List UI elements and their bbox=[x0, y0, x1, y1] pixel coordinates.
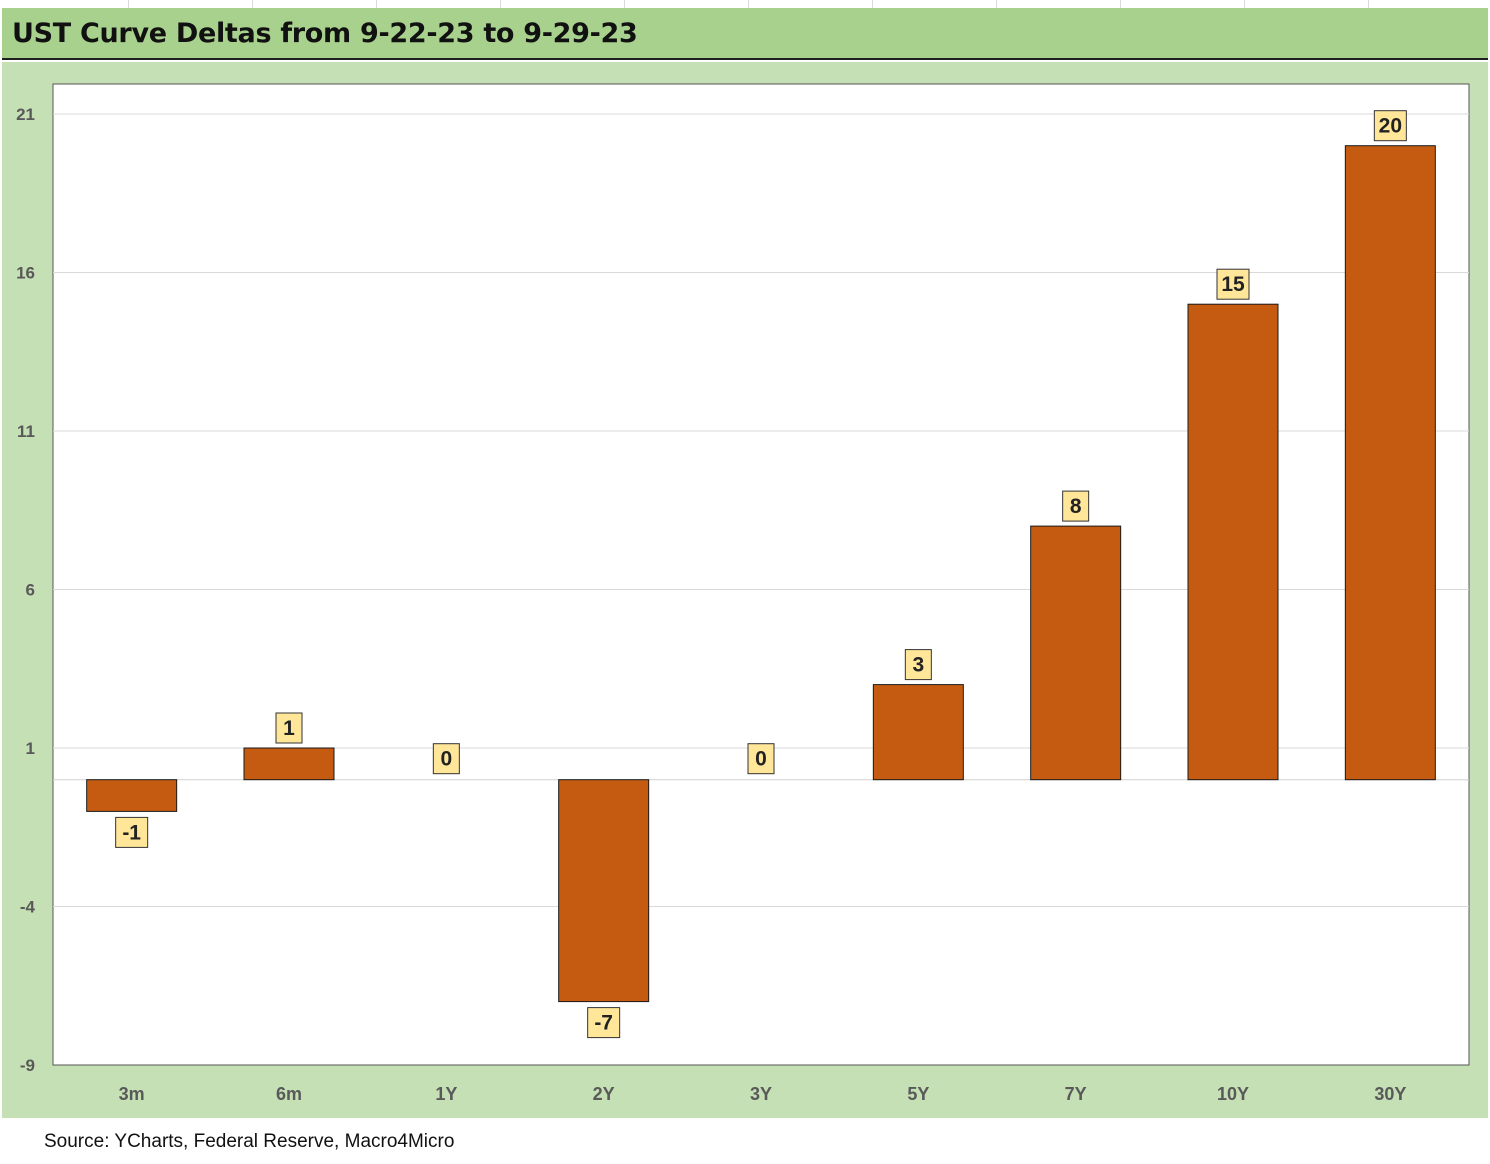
data-label-box bbox=[747, 743, 775, 775]
spreadsheet-grid-strip bbox=[0, 0, 1490, 8]
bar bbox=[243, 747, 335, 781]
title-bar: UST Curve Deltas from 9-22-23 to 9-29-23 bbox=[2, 8, 1488, 60]
sheet-column-line bbox=[252, 0, 253, 8]
data-label-box bbox=[1373, 110, 1407, 142]
sheet-column-line bbox=[1368, 0, 1369, 8]
data-label: 8 bbox=[1070, 495, 1082, 518]
data-label: 0 bbox=[755, 748, 767, 771]
x-tick-label: 7Y bbox=[1065, 1084, 1087, 1104]
data-label-box bbox=[1216, 268, 1250, 300]
x-tick-label: 5Y bbox=[907, 1084, 929, 1104]
data-label: -7 bbox=[594, 1012, 613, 1035]
bar bbox=[86, 779, 178, 812]
sheet-column-line bbox=[624, 0, 625, 8]
y-tick-label: 16 bbox=[16, 264, 35, 283]
chart-title: UST Curve Deltas from 9-22-23 to 9-29-23 bbox=[12, 18, 638, 49]
y-tick-label: -4 bbox=[20, 898, 36, 917]
x-tick-label: 3m bbox=[119, 1084, 145, 1104]
data-label: 15 bbox=[1221, 273, 1245, 296]
bar-chart: 21 16 11 6 1 -4 -9 -1 3m 1 6m 0 1Y -7 2Y 0 3Y 3 5Y 8 7Y 15 10Y… bbox=[16, 83, 1470, 1104]
data-label: 20 bbox=[1379, 115, 1402, 138]
sheet-column-line bbox=[996, 0, 997, 8]
sheet-column-line bbox=[128, 0, 129, 8]
data-label-box bbox=[904, 649, 932, 681]
y-tick-label: 6 bbox=[26, 581, 35, 600]
data-label-box bbox=[1062, 490, 1090, 522]
x-tick-label: 10Y bbox=[1217, 1084, 1249, 1104]
y-tick-label: -9 bbox=[20, 1056, 35, 1075]
bar bbox=[1030, 525, 1122, 781]
source-note: Source: YCharts, Federal Reserve, Macro4… bbox=[44, 1131, 455, 1152]
data-label-box bbox=[432, 743, 460, 775]
data-label-box bbox=[587, 1007, 621, 1039]
y-tick-label: 11 bbox=[17, 422, 35, 441]
x-tick-label: 3Y bbox=[750, 1084, 772, 1104]
data-label-box bbox=[275, 712, 303, 744]
y-tick-label: 21 bbox=[16, 105, 35, 124]
sheet-column-line bbox=[1120, 0, 1121, 8]
bar bbox=[1344, 145, 1436, 781]
bar bbox=[558, 779, 650, 1003]
bar bbox=[872, 684, 964, 781]
data-label: 1 bbox=[283, 717, 295, 740]
sheet-column-line bbox=[500, 0, 501, 8]
data-label: 3 bbox=[912, 654, 924, 677]
sheet-column-line bbox=[872, 0, 873, 8]
sheet-column-line bbox=[748, 0, 749, 8]
chart-area[interactable]: 21 16 11 6 1 -4 -9 -1 3m 1 6m 0 1Y -7 2Y 0 3Y 3 5Y 8 7Y 15 10Y… bbox=[2, 62, 1488, 1118]
source-row: Source: YCharts, Federal Reserve, Macro4… bbox=[0, 1118, 1490, 1164]
data-label-box bbox=[115, 816, 149, 848]
x-tick-label: 1Y bbox=[435, 1084, 457, 1104]
sheet-column-line bbox=[376, 0, 377, 8]
x-tick-label: 6m bbox=[276, 1084, 302, 1104]
x-tick-label: 30Y bbox=[1374, 1084, 1406, 1104]
data-label: -1 bbox=[122, 821, 141, 844]
y-tick-label: 1 bbox=[26, 739, 35, 758]
x-tick-label: 2Y bbox=[593, 1084, 615, 1104]
sheet-column-line bbox=[1244, 0, 1245, 8]
data-label: 0 bbox=[440, 748, 452, 771]
bar bbox=[1187, 303, 1279, 781]
